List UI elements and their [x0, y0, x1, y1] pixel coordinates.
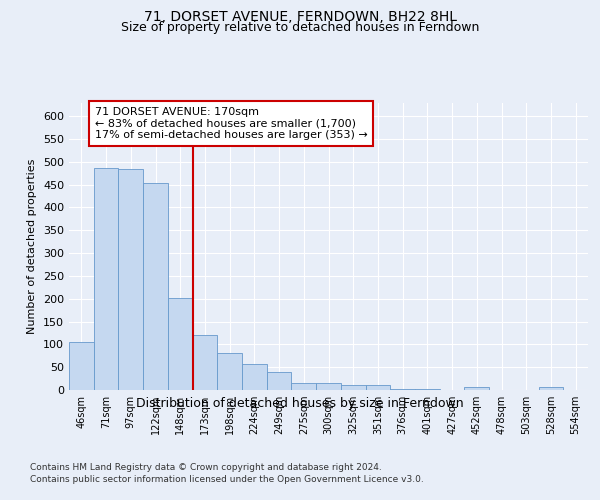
Text: Distribution of detached houses by size in Ferndown: Distribution of detached houses by size … [136, 398, 464, 410]
Bar [69, 342, 94, 390]
Text: 71, DORSET AVENUE, FERNDOWN, BH22 8HL: 71, DORSET AVENUE, FERNDOWN, BH22 8HL [143, 10, 457, 24]
Bar [94, 168, 118, 390]
Bar [118, 168, 143, 390]
Bar [316, 383, 341, 390]
Bar [267, 372, 292, 390]
Bar [539, 387, 563, 390]
Bar [217, 352, 242, 390]
Bar [365, 386, 390, 390]
Text: Contains public sector information licensed under the Open Government Licence v3: Contains public sector information licen… [30, 475, 424, 484]
Bar [341, 386, 365, 390]
Y-axis label: Number of detached properties: Number of detached properties [28, 158, 37, 334]
Bar [193, 335, 217, 390]
Text: 71 DORSET AVENUE: 170sqm
← 83% of detached houses are smaller (1,700)
17% of sem: 71 DORSET AVENUE: 170sqm ← 83% of detach… [95, 107, 368, 140]
Text: Contains HM Land Registry data © Crown copyright and database right 2024.: Contains HM Land Registry data © Crown c… [30, 462, 382, 471]
Text: Size of property relative to detached houses in Ferndown: Size of property relative to detached ho… [121, 21, 479, 34]
Bar [242, 364, 267, 390]
Bar [143, 184, 168, 390]
Bar [390, 389, 415, 390]
Bar [415, 389, 440, 390]
Bar [464, 387, 489, 390]
Bar [292, 383, 316, 390]
Bar [168, 298, 193, 390]
